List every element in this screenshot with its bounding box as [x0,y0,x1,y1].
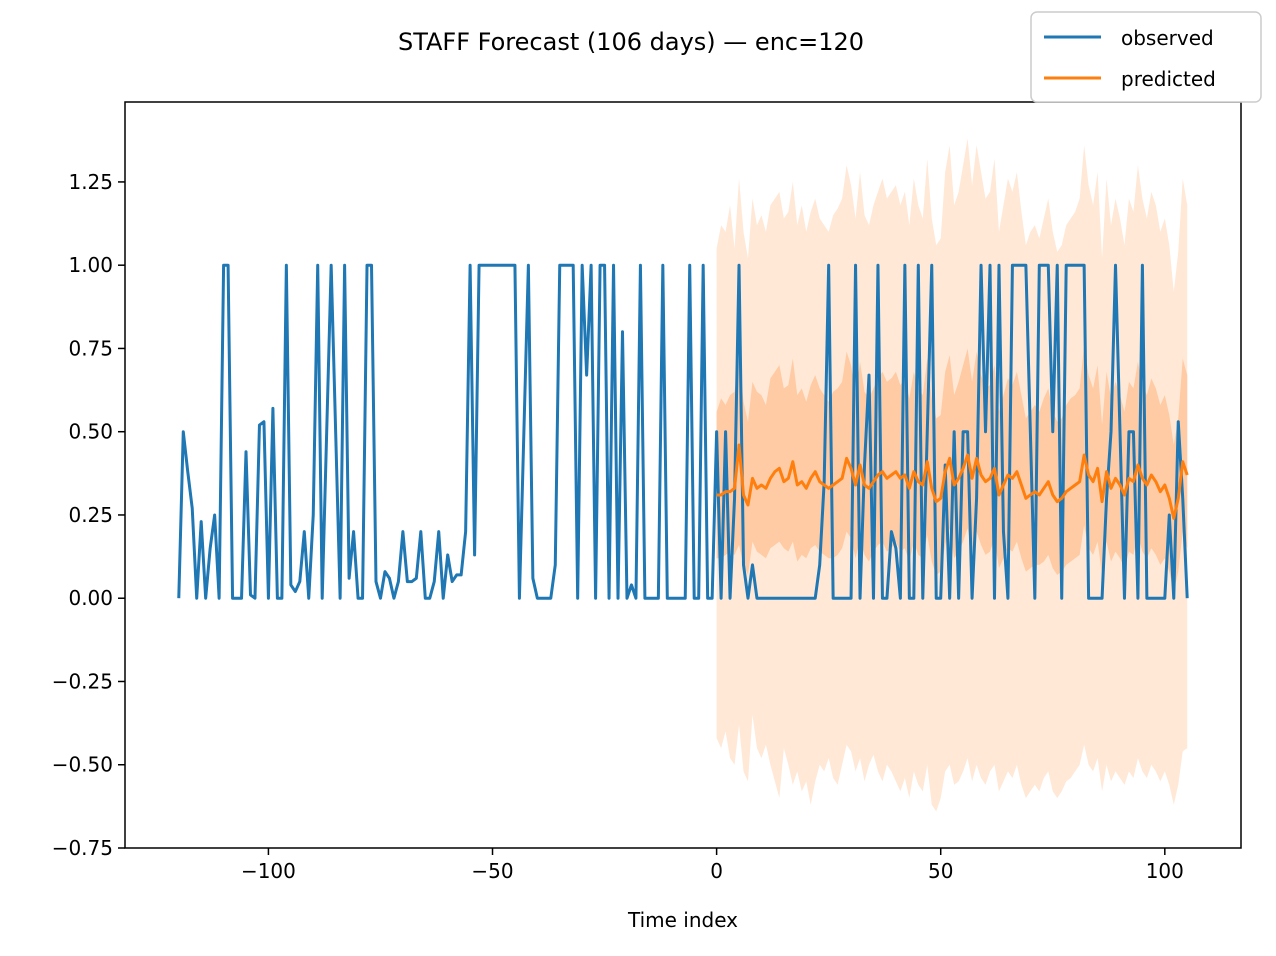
y-tick-label: 0.25 [68,503,113,527]
y-tick-label: −0.75 [52,836,113,860]
x-axis-label: Time index [627,908,738,932]
y-tick-label: 1.25 [68,170,113,194]
series-line-predicted [716,443,1189,520]
y-tick-label: −0.25 [52,669,113,693]
y-tick-label: 0.00 [68,586,113,610]
x-tick-label: 100 [1146,859,1184,883]
y-tick-label: −0.50 [52,753,113,777]
legend: observed predicted [1030,11,1262,103]
x-axis-ticks: −100 −50 0 50 100 [241,848,1184,883]
series-lines [177,263,1189,600]
x-tick-label: −50 [471,859,513,883]
plot-frame [124,101,1242,849]
legend-label-predicted: predicted [1121,67,1216,91]
series-line-observed [177,263,1189,600]
y-axis-ticks: −0.75 −0.50 −0.25 0.00 0.25 0.50 0.75 1.00 1.25 [52,170,125,860]
x-tick-label: 50 [928,859,953,883]
y-tick-label: 1.00 [68,253,113,277]
y-tick-label: 0.50 [68,420,113,444]
chart-title: STAFF Forecast (106 days) — enc=120 [398,28,864,56]
y-tick-label: 0.75 [68,336,113,360]
x-tick-label: −100 [241,859,296,883]
legend-label-observed: observed [1121,26,1214,50]
x-tick-label: 0 [710,859,723,883]
